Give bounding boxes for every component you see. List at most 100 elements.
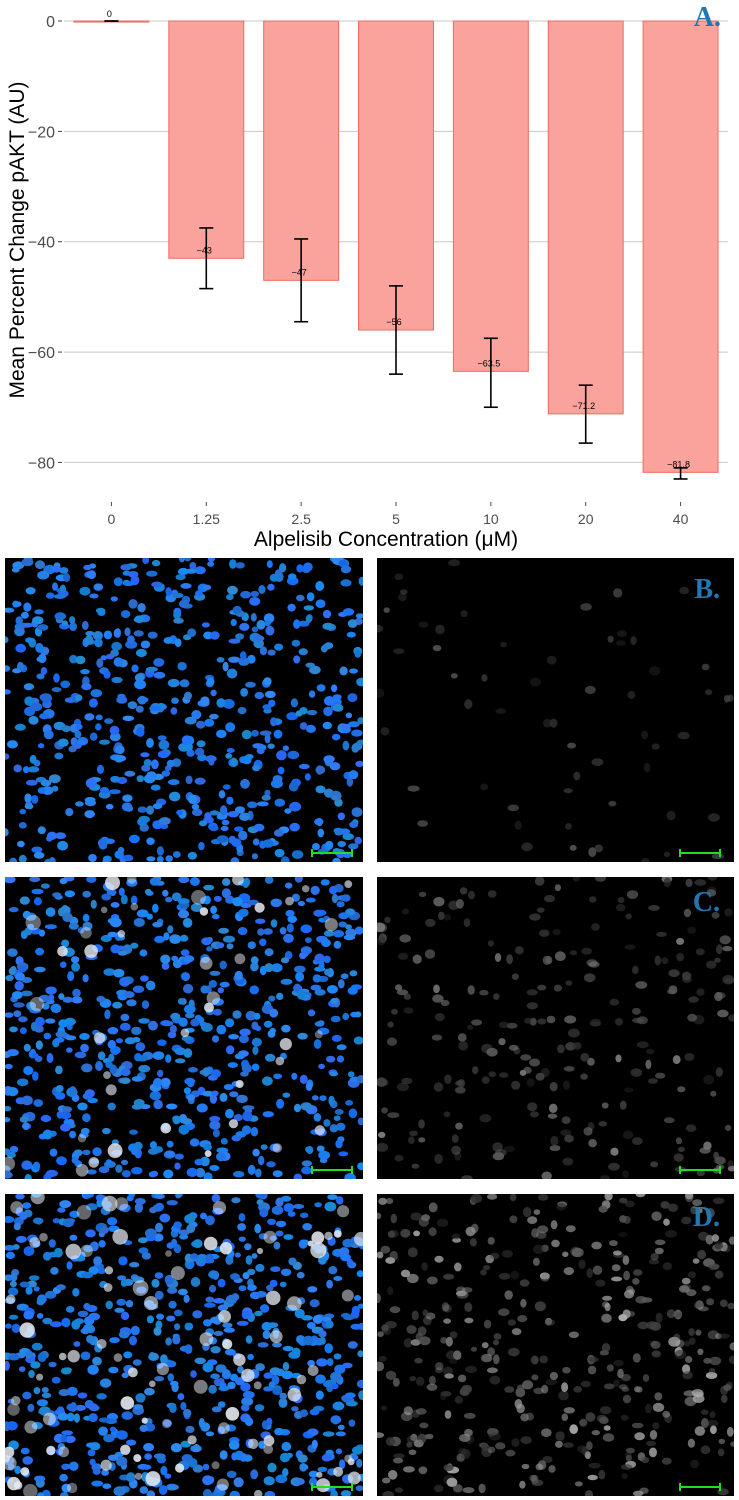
cell-nucleus bbox=[170, 707, 178, 715]
cell-nucleus bbox=[84, 1089, 95, 1099]
cell-nucleus bbox=[142, 1464, 152, 1470]
cell-nucleus bbox=[190, 1018, 200, 1027]
cell-nucleus bbox=[273, 829, 285, 837]
cell-nucleus bbox=[119, 1022, 131, 1031]
cell-nucleus bbox=[69, 1210, 80, 1218]
cell-nucleus bbox=[215, 942, 225, 949]
cell-nucleus bbox=[624, 1200, 635, 1208]
cell-nucleus bbox=[161, 962, 170, 970]
cell-nucleus bbox=[240, 590, 252, 599]
cell-nucleus bbox=[55, 1085, 64, 1093]
bright-cell bbox=[254, 1489, 263, 1496]
cell-nucleus bbox=[205, 1296, 215, 1303]
cell-nucleus bbox=[309, 1299, 320, 1308]
cell-nucleus bbox=[452, 1484, 463, 1493]
cell-nucleus bbox=[259, 938, 267, 947]
cell-nucleus bbox=[5, 607, 15, 613]
cell-nucleus bbox=[87, 1449, 96, 1457]
cell-nucleus bbox=[218, 790, 226, 799]
bright-cell bbox=[160, 1122, 172, 1134]
bright-cell bbox=[241, 1368, 255, 1383]
cell-nucleus bbox=[222, 1369, 231, 1379]
cell-nucleus bbox=[18, 1366, 26, 1372]
cell-nucleus bbox=[509, 1215, 518, 1224]
cell-nucleus bbox=[221, 819, 230, 826]
cell-nucleus bbox=[377, 1077, 387, 1087]
cell-nucleus bbox=[75, 801, 84, 807]
cell-nucleus bbox=[31, 888, 44, 895]
cell-nucleus bbox=[461, 1384, 472, 1394]
cell-nucleus bbox=[527, 1216, 538, 1224]
cell-nucleus bbox=[673, 1333, 681, 1342]
cell-nucleus bbox=[196, 720, 206, 729]
cell-nucleus bbox=[332, 733, 341, 741]
cell-nucleus bbox=[626, 1310, 636, 1317]
cell-nucleus bbox=[487, 1237, 495, 1245]
cell-nucleus bbox=[129, 834, 140, 844]
cell-nucleus bbox=[159, 817, 171, 825]
cell-nucleus bbox=[317, 1027, 330, 1035]
cell-nucleus bbox=[535, 1072, 545, 1081]
cell-nucleus bbox=[48, 1239, 56, 1248]
cell-nucleus bbox=[434, 1013, 445, 1022]
cell-nucleus bbox=[377, 922, 386, 933]
cell-nucleus bbox=[606, 1364, 614, 1372]
cell-nucleus bbox=[9, 1145, 19, 1153]
cell-nucleus bbox=[579, 1418, 588, 1427]
cell-nucleus bbox=[15, 1235, 27, 1243]
cell-nucleus bbox=[703, 1074, 715, 1085]
cell-nucleus bbox=[165, 855, 173, 862]
cell-nucleus bbox=[305, 724, 316, 733]
cell-nucleus bbox=[342, 1362, 353, 1369]
cell-nucleus bbox=[85, 631, 95, 636]
cell-nucleus bbox=[87, 1364, 99, 1375]
cell-nucleus bbox=[134, 615, 145, 623]
cell-nucleus bbox=[109, 917, 122, 928]
cell-nucleus bbox=[127, 701, 138, 709]
cell-nucleus bbox=[59, 878, 68, 885]
cell-nucleus bbox=[334, 829, 343, 836]
cell-nucleus bbox=[153, 658, 165, 667]
cell-nucleus bbox=[324, 1343, 334, 1354]
cell-nucleus bbox=[318, 960, 325, 971]
cell-nucleus bbox=[459, 887, 468, 895]
cell-nucleus bbox=[684, 1340, 691, 1347]
cell-nucleus bbox=[231, 838, 242, 847]
cell-nucleus bbox=[61, 620, 68, 626]
cell-nucleus bbox=[442, 1304, 452, 1313]
cell-nucleus bbox=[37, 826, 46, 835]
cell-nucleus bbox=[25, 1349, 33, 1359]
cell-nucleus bbox=[91, 1480, 104, 1487]
cell-nucleus bbox=[510, 1270, 520, 1280]
cell-nucleus bbox=[283, 1234, 294, 1240]
cell-nucleus bbox=[125, 1472, 136, 1483]
bright-cell bbox=[296, 1374, 307, 1385]
cell-nucleus bbox=[493, 1354, 500, 1365]
cell-nucleus bbox=[210, 631, 220, 640]
cell-nucleus bbox=[265, 1053, 276, 1062]
cell-nucleus bbox=[682, 976, 692, 983]
cell-nucleus bbox=[266, 1161, 276, 1168]
cell-nucleus bbox=[204, 718, 215, 727]
cell-nucleus bbox=[145, 1235, 156, 1242]
cell-nucleus bbox=[668, 969, 680, 978]
cell-nucleus bbox=[706, 1298, 715, 1306]
cell-nucleus bbox=[320, 879, 330, 886]
cell-nucleus bbox=[116, 1456, 128, 1467]
cell-nucleus bbox=[81, 1271, 93, 1279]
cell-nucleus bbox=[66, 1412, 75, 1422]
cell-nucleus bbox=[178, 1017, 188, 1027]
bright-cell bbox=[134, 1472, 143, 1480]
cell-nucleus bbox=[109, 1426, 117, 1432]
cell-nucleus bbox=[632, 1017, 644, 1024]
cell-nucleus bbox=[336, 1055, 345, 1063]
cell-nucleus bbox=[16, 1303, 29, 1311]
cell-nucleus bbox=[167, 1287, 178, 1294]
cell-nucleus bbox=[133, 1099, 145, 1107]
cell-nucleus bbox=[133, 917, 145, 927]
cell-nucleus bbox=[146, 1490, 156, 1496]
cell-nucleus bbox=[267, 1218, 276, 1225]
cell-nucleus bbox=[267, 1030, 276, 1038]
cell-nucleus bbox=[306, 592, 315, 602]
cell-nucleus bbox=[555, 1440, 563, 1448]
